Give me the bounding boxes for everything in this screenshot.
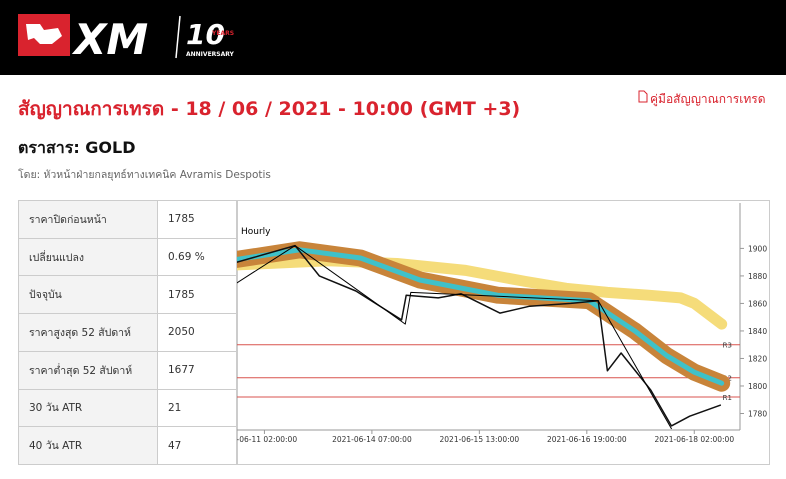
table-row: ราคาปิดก่อนหน้า 1785 (18, 200, 237, 239)
page-title: สัญญาณการเทรด - 18 / 06 / 2021 - 10:00 (… (18, 98, 521, 120)
pdf-icon (638, 90, 648, 103)
x-tick-label: 2021-06-16 19:00:00 (547, 435, 627, 444)
table-row: 30 วัน ATR 21 (18, 388, 237, 428)
resistance-label: R3 (723, 342, 732, 350)
author: โดย: หัวหน้าฝ่ายกลยุทธ์ทางเทคนิค Avramis… (18, 169, 271, 181)
row-value: 0.69 % (157, 237, 237, 277)
row-label: ราคาต่ำสุด 52 สัปดาห์ (18, 350, 158, 390)
y-tick-label: 1900 (748, 244, 767, 253)
chart-frame (237, 200, 770, 465)
table-row: ราคาต่ำสุด 52 สัปดาห์ 1677 (18, 350, 237, 390)
row-value: 47 (157, 426, 237, 465)
guide-link[interactable]: คู่มือสัญญาณการเทรด (650, 92, 766, 106)
anniversary-text: ANNIVERSARY (186, 51, 235, 58)
chart: Hourly 1780 1800 1820 1840 1860 1880 1900 1-06-… (237, 200, 770, 465)
row-label: 30 วัน ATR (18, 388, 158, 428)
series-line (237, 244, 722, 427)
row-value: 1785 (157, 200, 237, 239)
y-tick-label: 1880 (748, 272, 767, 281)
chart-title: Hourly (241, 227, 271, 237)
header: XM 10 YEARS ANNIVERSARY (0, 0, 786, 75)
table-row: ปัจจุบัน 1785 (18, 275, 237, 315)
row-value: 21 (157, 388, 237, 428)
table-row: เปลี่ยนแปลง 0.69 % (18, 237, 237, 277)
row-label: ราคาปิดก่อนหน้า (18, 200, 158, 239)
y-tick-label: 1800 (748, 382, 767, 391)
table-row: 40 วัน ATR 47 (18, 426, 237, 465)
row-label: 40 วัน ATR (18, 426, 158, 465)
y-tick-label: 1860 (748, 299, 767, 308)
y-tick-label: 1820 (748, 354, 767, 363)
row-label: ราคาสูงสุด 52 สัปดาห์ (18, 313, 158, 352)
row-label: เปลี่ยนแปลง (18, 237, 158, 277)
y-tick-label: 1840 (748, 327, 767, 336)
row-value: 1785 (157, 275, 237, 315)
row-label: ปัจจุบัน (18, 275, 158, 315)
y-tick-label: 1780 (748, 409, 767, 418)
logo-bull (26, 24, 62, 44)
x-tick-label: 2021-06-15 13:00:00 (440, 435, 520, 444)
anniversary-number: 10 (186, 18, 225, 51)
x-tick-label: 2021-06-18 02:00:00 (654, 435, 734, 444)
instrument: ตราสาร: GOLD (18, 138, 136, 157)
logo-text: XM (71, 15, 148, 64)
stats-table: ราคาปิดก่อนหน้า 1785 เปลี่ยนแปลง 0.69 % ปัจจ… (18, 200, 237, 465)
years-text: YEARS (211, 30, 234, 37)
table-row: ราคาสูงสุด 52 สัปดาห์ 2050 (18, 313, 237, 352)
logo-divider (175, 15, 181, 59)
row-value: 1677 (157, 350, 237, 390)
x-tick-label: 1-06-11 02:00:00 (237, 435, 297, 444)
row-value: 2050 (157, 313, 237, 352)
resistance-label: R1 (723, 394, 732, 402)
series-line (237, 245, 672, 430)
x-tick-label: 2021-06-14 07:00:00 (332, 435, 412, 444)
